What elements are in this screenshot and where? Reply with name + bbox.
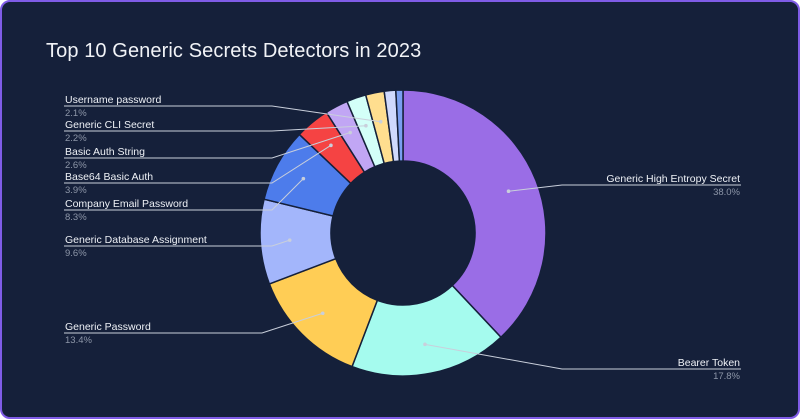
label-generic-cli-secret: Generic CLI Secret: [65, 119, 154, 131]
value-company-email-password: 8.3%: [65, 212, 87, 223]
leader-dot-generic-cli-secret: [364, 123, 368, 128]
leader-dot-basic-auth-string: [348, 130, 353, 135]
label-company-email-password: Company Email Password: [65, 198, 188, 210]
leader-dot-username-password: [378, 119, 383, 124]
slice-bearer-token: [351, 284, 502, 377]
value-generic-password: 13.4%: [65, 335, 92, 346]
value-username-password: 2.1%: [65, 108, 87, 119]
leader-line-generic-password: [64, 312, 323, 334]
label-basic-auth-string: Basic Auth String: [65, 146, 145, 158]
leader-dot-generic-password: [320, 311, 325, 316]
leaders-group: [64, 105, 741, 370]
labels-group: Generic High Entropy Secret 38.0% Bearer T…: [65, 94, 741, 382]
label-base64-basic-auth: Base64 Basic Auth: [65, 171, 153, 183]
value-generic-high-entropy-secret: 38.0%: [713, 187, 740, 198]
label-bearer-token: Bearer Token: [678, 357, 740, 369]
leader-line-base64-basic-auth: [64, 144, 332, 184]
value-bearer-token: 17.8%: [713, 371, 740, 382]
leader-dot-generic-database-assignment: [287, 238, 292, 242]
label-generic-password: Generic Password: [65, 321, 151, 333]
leader-line-username-password: [64, 105, 381, 123]
slice-generic-high-entropy-secret: [402, 89, 547, 339]
leader-line-basic-auth-string: [64, 132, 351, 159]
value-generic-cli-secret: 2.2%: [65, 133, 87, 144]
slice-unlabeled-10: [395, 89, 404, 162]
leader-line-bearer-token: [424, 343, 741, 370]
leader-line-generic-high-entropy-secret: [508, 184, 741, 192]
slices-group: [259, 89, 547, 377]
chart-title: Top 10 Generic Secrets Detectors in 2023: [46, 40, 422, 62]
label-generic-database-assignment: Generic Database Assignment: [65, 234, 207, 246]
leader-line-generic-cli-secret: [64, 125, 366, 132]
value-basic-auth-string: 2.6%: [65, 160, 87, 171]
value-base64-basic-auth: 3.9%: [65, 185, 87, 196]
label-generic-high-entropy-secret: Generic High Entropy Secret: [606, 173, 740, 185]
leader-line-generic-database-assignment: [64, 239, 290, 247]
leader-line-company-email-password: [64, 178, 304, 211]
label-username-password: Username password: [65, 94, 161, 106]
value-generic-database-assignment: 9.6%: [65, 248, 87, 259]
